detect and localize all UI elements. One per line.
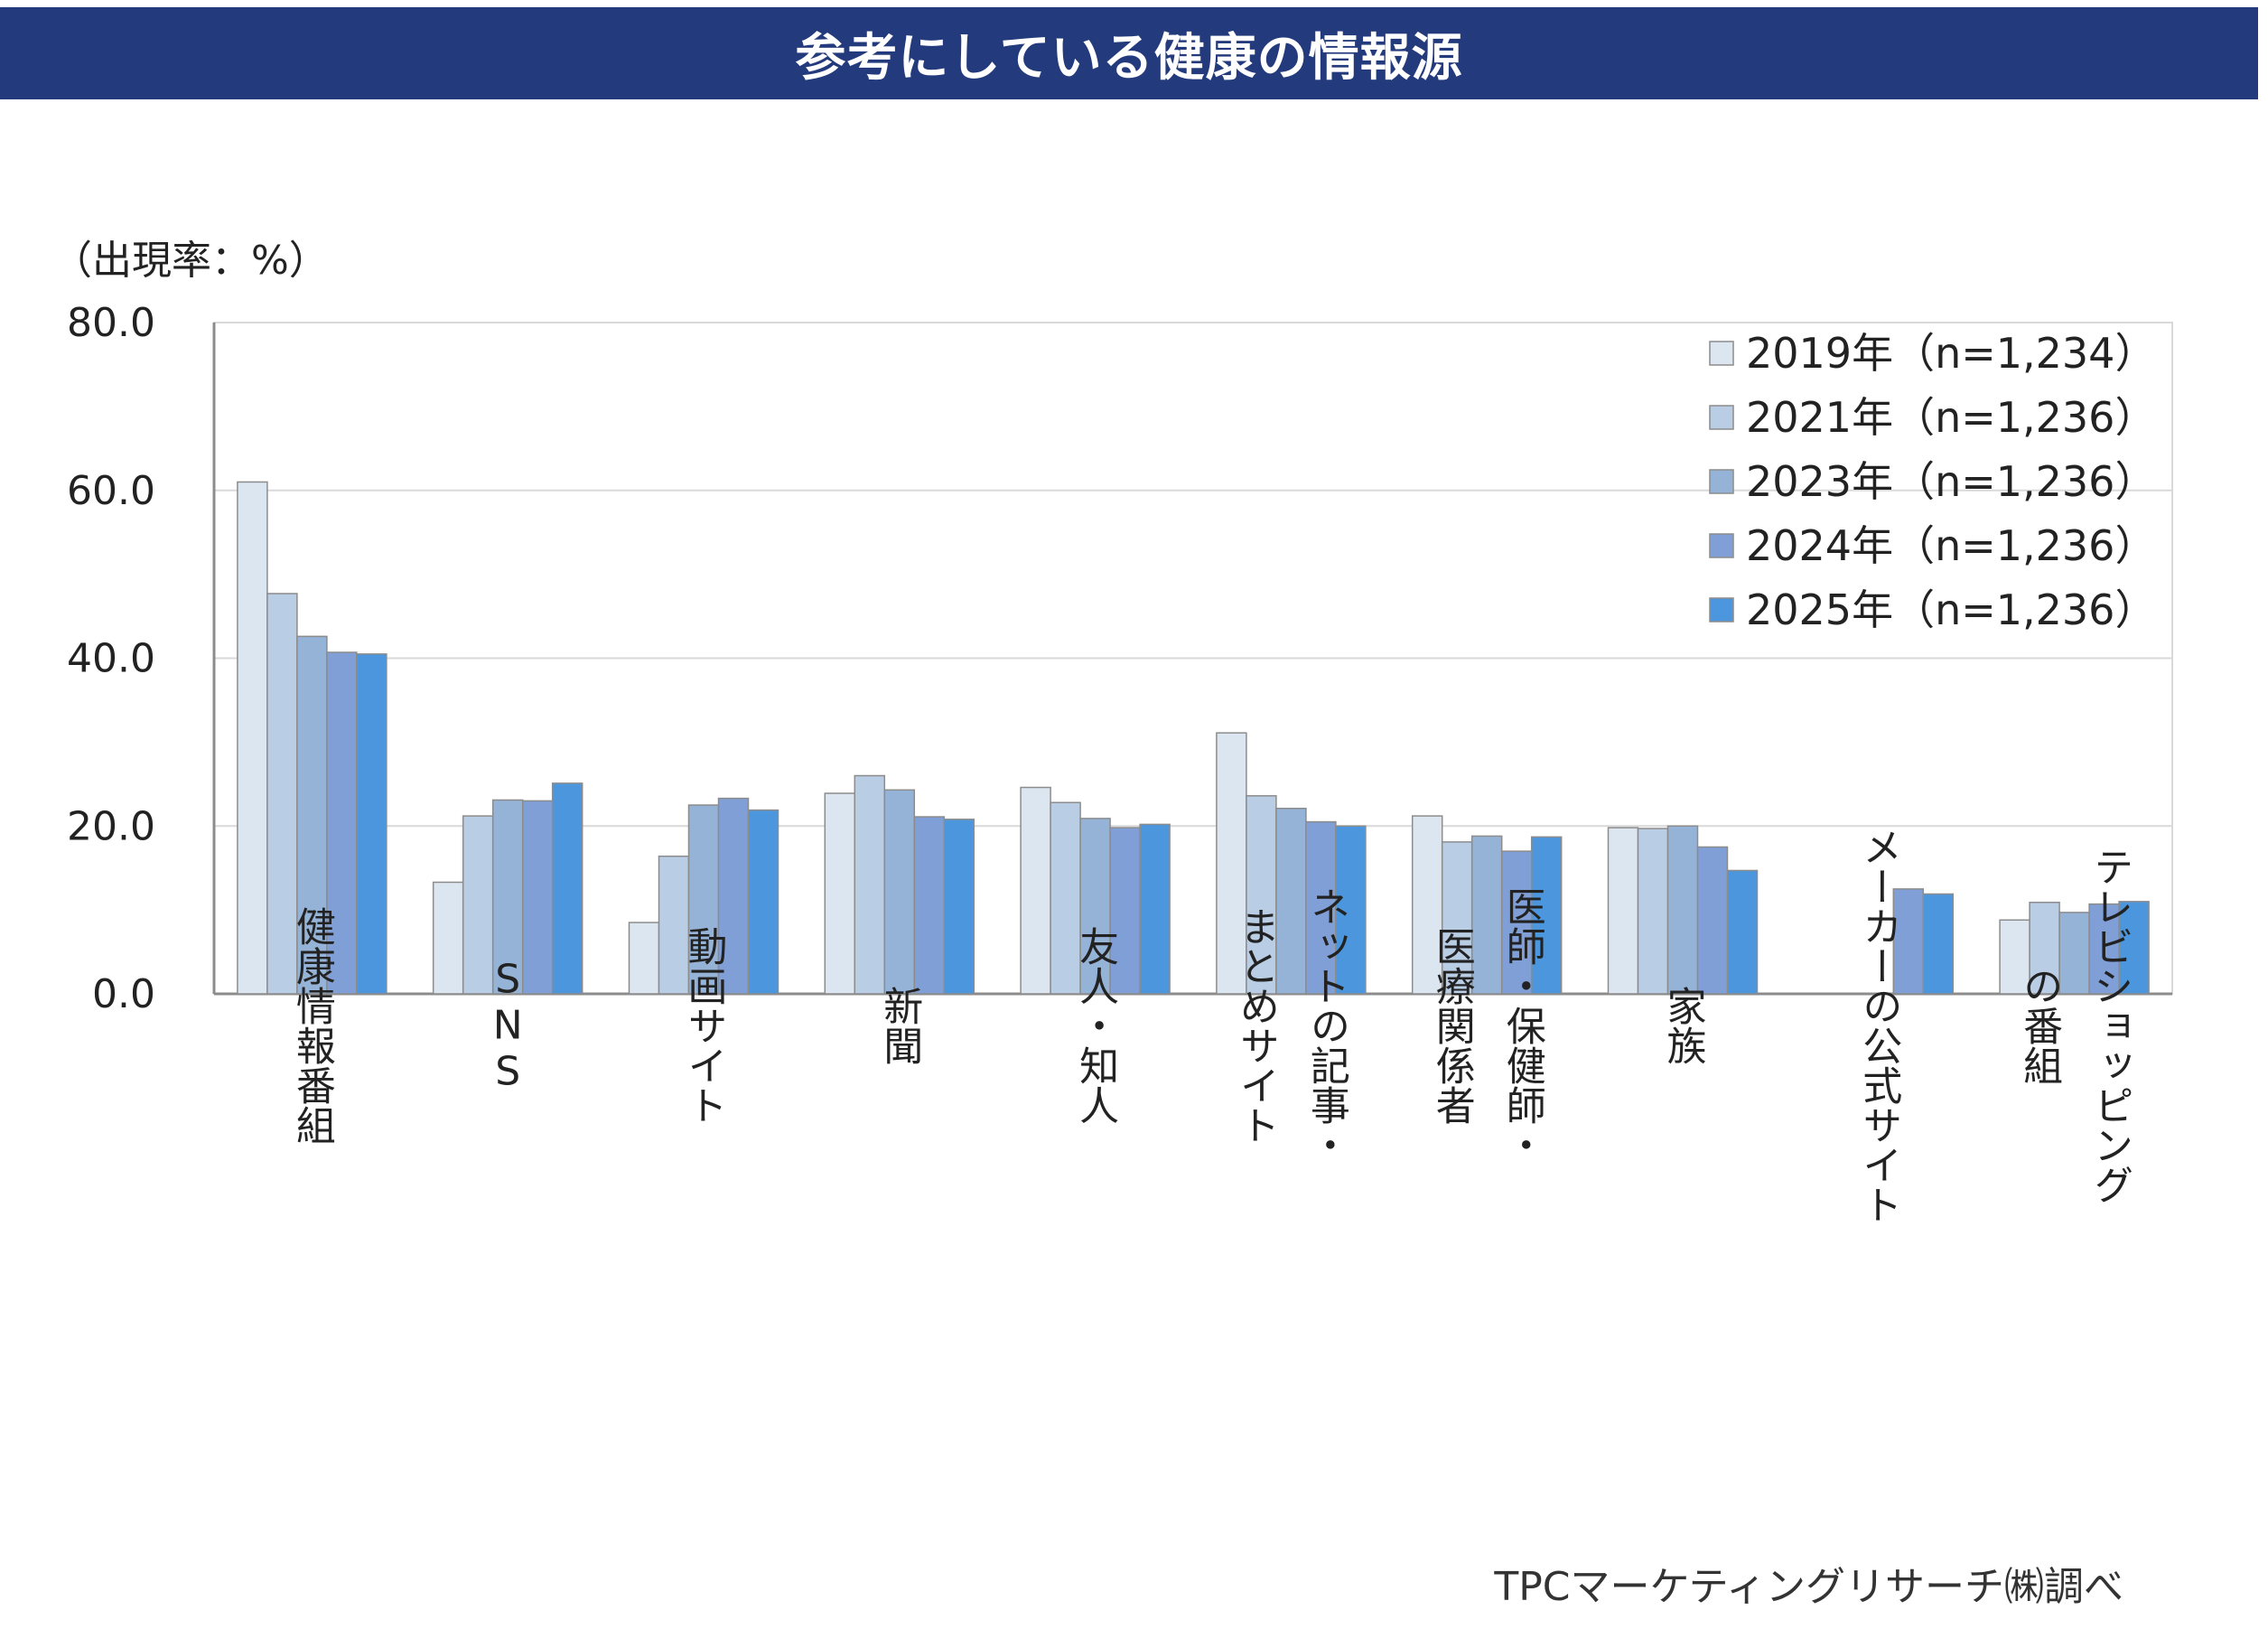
x-category-label: ネットの記事・ <box>1303 886 1349 1165</box>
bar <box>296 635 328 995</box>
legend-label: 2025年（n=1,236） <box>1746 585 2156 634</box>
bar <box>658 855 690 995</box>
bar <box>1637 828 1669 995</box>
bar <box>1999 919 2030 995</box>
bar <box>1470 835 1503 995</box>
legend-swatch <box>1709 597 1734 623</box>
legend-swatch <box>1709 469 1734 494</box>
bar <box>2029 902 2060 995</box>
x-category-label: 医師・保健師・ <box>1499 886 1545 1165</box>
bar <box>491 799 524 995</box>
bar <box>883 789 916 995</box>
source-credit: TPCマーケティングリサーチ㈱調べ <box>1494 1564 2123 1610</box>
bar <box>1305 820 1337 995</box>
bar <box>551 782 583 995</box>
bar <box>2088 903 2120 995</box>
bar <box>2058 912 2090 995</box>
y-tick-label: 40.0 <box>67 636 155 682</box>
bar <box>432 881 464 995</box>
bar <box>717 797 750 995</box>
bar <box>943 819 975 995</box>
y-axis-unit-label: （出現率：%） <box>52 238 329 284</box>
bar <box>1530 836 1563 995</box>
y-tick-label: 60.0 <box>67 468 155 514</box>
bar <box>1607 827 1639 995</box>
legend-swatch <box>1709 341 1734 366</box>
bar <box>1246 795 1277 995</box>
chart-title: 参考にしている健康の情報源 <box>795 28 1463 88</box>
legend-label: 2024年（n=1,236） <box>1746 521 2156 570</box>
bar <box>356 653 387 995</box>
y-tick-label: 80.0 <box>67 300 155 346</box>
bar <box>1020 786 1051 995</box>
legend-label: 2021年（n=1,236） <box>1746 393 2156 442</box>
x-category-label: 健康情報番組 <box>289 906 335 1145</box>
bar <box>854 774 886 995</box>
bar <box>1922 893 1955 995</box>
x-category-label: 新聞 <box>876 986 922 1065</box>
x-category-label: テレビショッピング <box>2086 847 2133 1204</box>
bar <box>824 792 856 995</box>
bar <box>687 804 720 995</box>
legend-swatch <box>1709 405 1734 430</box>
x-category-label: 医療関係者 <box>1429 926 1475 1125</box>
bar <box>1139 823 1171 995</box>
y-tick-label: 20.0 <box>67 803 155 849</box>
bar <box>1726 869 1759 995</box>
bar <box>1335 825 1367 995</box>
x-category-label: まとめサイト <box>1233 906 1279 1145</box>
bar <box>747 809 779 995</box>
bar <box>913 816 946 995</box>
bar <box>521 800 554 995</box>
x-category-label: の番組 <box>2016 966 2062 1085</box>
y-tick-label: 0.0 <box>92 971 155 1017</box>
x-category-label: メーカーの公式サイト <box>1855 827 1901 1224</box>
x-category-label: SNS <box>485 957 531 1095</box>
bar <box>1892 888 1925 995</box>
bar <box>1079 818 1111 995</box>
x-category-label: 動画サイト <box>681 926 727 1125</box>
bar <box>2118 901 2150 995</box>
x-category-label: 家族 <box>1660 986 1706 1065</box>
bar <box>1500 850 1533 995</box>
legend-label: 2019年（n=1,234） <box>1746 329 2156 378</box>
bar <box>237 481 268 995</box>
bar <box>266 593 298 995</box>
bar <box>1109 827 1141 995</box>
bar <box>326 651 358 995</box>
bar <box>1696 846 1729 995</box>
bar <box>1275 807 1307 995</box>
legend-swatch <box>1709 533 1734 558</box>
title-bar: 参考にしている健康の情報源 <box>0 7 2258 99</box>
bar <box>1216 732 1247 995</box>
bar <box>462 815 494 995</box>
bar <box>628 922 660 995</box>
bar <box>1666 825 1699 995</box>
legend-label: 2023年（n=1,236） <box>1746 457 2156 506</box>
x-category-label: 友人・知人 <box>1072 926 1118 1125</box>
